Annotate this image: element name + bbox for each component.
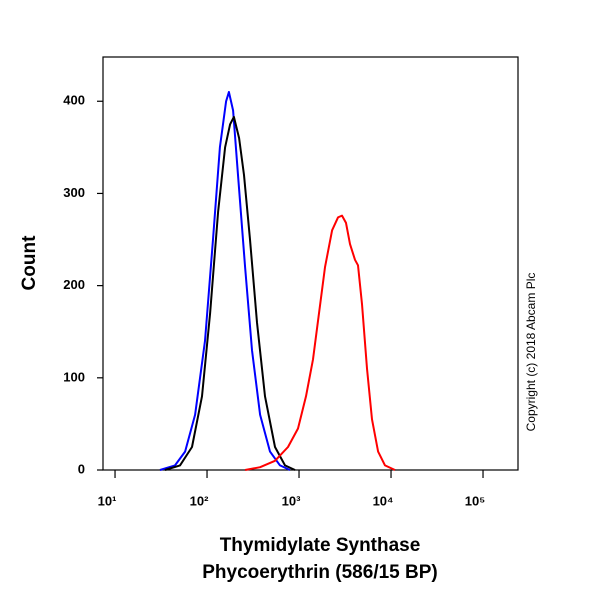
y-tick-label: 100 [63,369,85,384]
histogram-line [164,115,296,471]
histogram-line [244,214,396,471]
copyright: Copyright (c) 2018 Abcam Plc [524,273,538,432]
x-tick-label: 10¹ [98,493,117,508]
x-tick-label: 10² [190,493,209,508]
x-tick-label: 10⁴ [373,493,394,508]
y-tick-label: 0 [78,461,85,476]
x-tick-label: 10³ [282,493,301,508]
x-axis-title: Phycoerythrin (586/15 BP) [202,562,437,583]
y-tick-label: 300 [63,185,85,200]
plot-frame [102,56,519,471]
y-tick-label: 200 [63,277,85,292]
y-axis-title: Count [19,235,40,291]
x-axis-title: Thymidylate Synthase [220,535,421,556]
histogram-line [159,91,291,471]
x-tick-label: 10⁵ [465,493,486,508]
y-tick-label: 400 [63,93,85,108]
